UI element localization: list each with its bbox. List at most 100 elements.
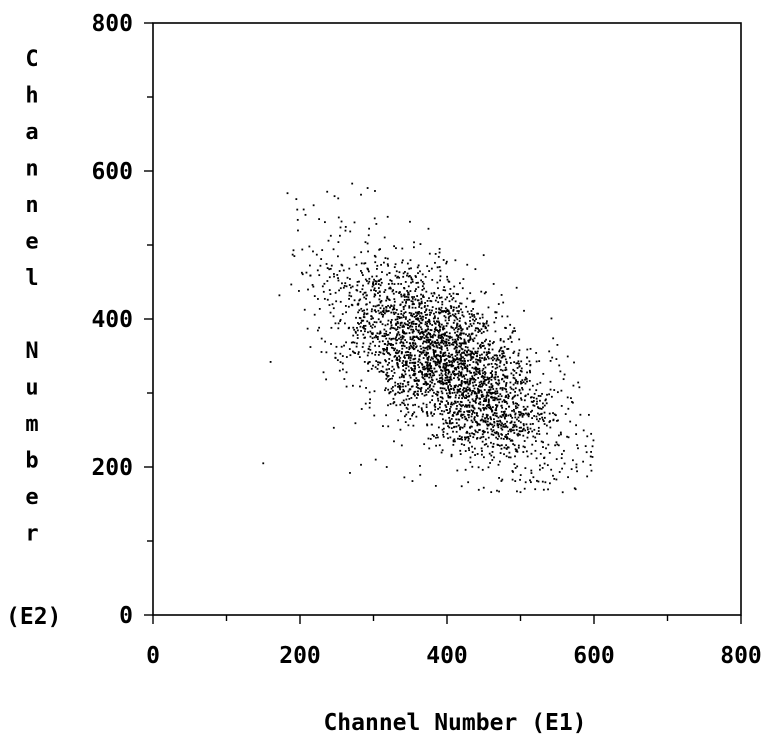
scatter-point [534,436,537,439]
scatter-point [457,335,460,337]
scatter-point [403,295,406,298]
scatter-point [494,371,497,373]
scatter-point [467,383,470,386]
scatter-point [475,430,477,433]
scatter-point [440,348,443,351]
scatter-point [472,352,475,355]
scatter-point [436,320,439,323]
scatter-point [339,361,342,363]
scatter-point [374,261,377,264]
scatter-point [315,253,318,256]
scatter-point [412,392,415,395]
scatter-point [368,227,370,230]
scatter-point [452,341,454,344]
scatter-point [520,380,522,383]
scatter-point [445,364,448,366]
scatter-point [467,410,470,413]
scatter-point [408,348,411,351]
scatter-point [445,406,448,408]
scatter-point [353,328,356,331]
scatter-point [480,394,483,397]
scatter-point [425,290,428,293]
scatter-point [465,436,468,439]
scatter-point [413,364,415,367]
scatter-point [479,437,482,440]
scatter-point [501,422,503,425]
scatter-point [410,328,413,331]
scatter-point [291,253,294,256]
scatter-point [451,326,454,329]
scatter-point [463,360,466,362]
scatter-point [507,347,510,350]
scatter-point [441,380,443,383]
scatter-point [432,357,434,360]
scatter-point [418,306,421,308]
scatter-point [481,316,484,319]
scatter-point [501,356,504,359]
scatter-point [500,480,503,482]
scatter-point [519,392,522,395]
scatter-point [417,349,419,352]
scatter-point [589,455,592,458]
scatter-point [472,400,475,402]
scatter-point [563,449,565,452]
scatter-point [513,410,516,413]
scatter-point [441,339,443,341]
scatter-point [469,435,472,437]
scatter-point [503,416,506,419]
scatter-point [435,393,437,395]
scatter-point [401,261,403,264]
scatter-point [507,432,509,435]
scatter-point [549,380,552,383]
scatter-point [448,371,451,374]
scatter-point [413,370,415,372]
scatter-point [426,299,429,302]
scatter-point [420,390,422,393]
scatter-point [487,357,490,360]
scatter-point [459,384,462,386]
y-tick-label: 800 [91,11,133,37]
scatter-point [453,377,455,380]
scatter-point [485,398,487,401]
scatter-point [530,452,533,455]
scatter-point [391,365,394,368]
scatter-point [419,370,422,373]
scatter-point [482,395,485,398]
scatter-point [426,328,429,331]
scatter-point [468,370,471,373]
y-axis-title-letter: b [25,449,38,474]
y-axis-title-letter: e [25,230,38,255]
scatter-point [395,328,398,331]
scatter-point [429,339,432,341]
scatter-point [469,456,472,459]
scatter-point [489,416,492,418]
scatter-point [512,368,515,371]
scatter-point [332,248,335,251]
scatter-point [396,333,399,336]
scatter-point [380,311,382,314]
scatter-point [535,389,538,392]
scatter-point [448,359,450,362]
scatter-point [369,325,372,328]
scatter-point [415,315,417,318]
scatter-point [524,378,526,381]
scatter-point [313,295,316,297]
scatter-point [372,283,374,285]
scatter-point [447,310,450,313]
scatter-point [387,264,390,267]
scatter-point [543,416,546,419]
scatter-point [381,304,384,307]
scatter-point [506,377,509,379]
scatter-point [424,391,427,394]
scatter-point [413,354,416,357]
scatter-point [490,428,493,431]
scatter-point [410,276,413,279]
scatter-point [394,323,397,326]
scatter-point [464,367,466,369]
scatter-point [398,291,401,294]
scatter-point [413,316,416,318]
scatter-point [366,320,369,323]
scatter-point [463,340,466,343]
scatter-point [323,282,326,285]
scatter-point [333,195,336,198]
